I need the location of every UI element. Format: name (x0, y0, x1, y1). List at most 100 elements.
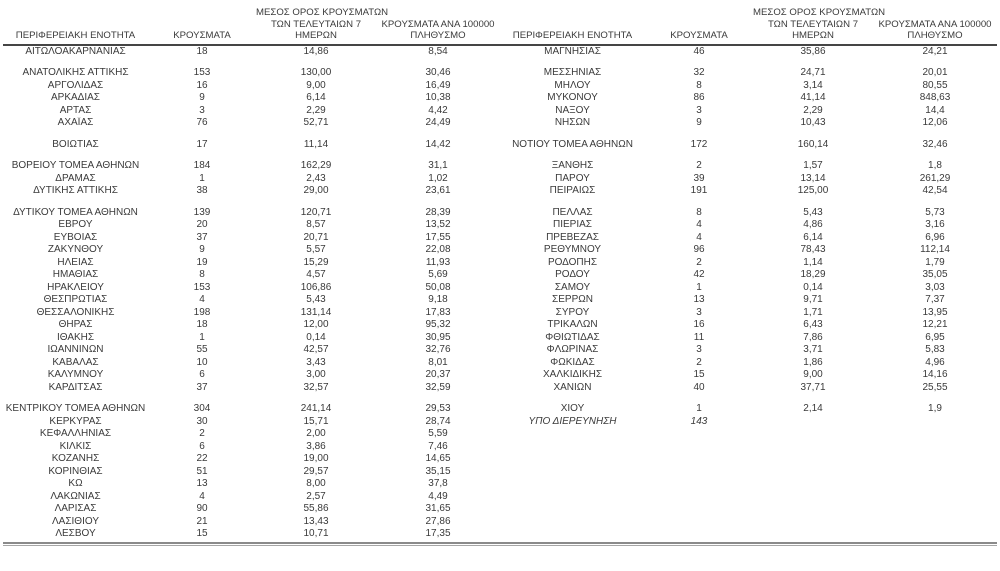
spacer-cell (3, 394, 500, 403)
per100k-cell: 80,55 (922, 79, 948, 91)
region-cell: ΚΕΡΚΥΡΑΣ (49, 415, 102, 427)
avg7-cell: 15,29 (303, 256, 329, 268)
avg7-cell: 18,29 (800, 269, 826, 280)
avg7-cell: 37,71 (800, 381, 826, 393)
cases-cell: 191 (690, 185, 708, 196)
col-header-cases: ΚΡΟΥΣΜΑΤΑ (148, 7, 256, 46)
cases-cell: 9 (696, 117, 702, 128)
spacer-cell (3, 130, 500, 139)
region-cell: ΚΩ (68, 478, 83, 489)
avg7-cell: 6,14 (803, 231, 823, 243)
cases-cell: 13 (693, 294, 705, 305)
cases-cell: 1 (199, 331, 205, 343)
spacer-cell (500, 394, 997, 403)
spacer-row (500, 130, 997, 139)
per100k-cell: 14,65 (425, 453, 451, 464)
cases-cell: 90 (196, 503, 208, 514)
table-row: ΝΑΞΟΥ 3 2,29 14,4 (500, 105, 997, 118)
report-sheet: ΠΕΡΙΦΕΡΕΙΑΚΗ ΕΝΟΤΗΤΑ ΚΡΟΥΣΜΑΤΑ ΜΕΣΟΣ ΟΡΟ… (3, 7, 997, 546)
avg7-cell: 10,43 (800, 117, 826, 128)
region-cell: ΠΙΕΡΙΑΣ (553, 219, 592, 230)
per100k-cell: 31,1 (428, 160, 448, 171)
avg7-cell: 15,71 (303, 415, 329, 427)
cases-cell: 17 (196, 138, 208, 150)
cases-cell: 39 (693, 172, 705, 184)
region-cell: ΠΕΙΡΑΙΩΣ (549, 185, 596, 196)
col-header-per100k-line2: ΠΛΗΘΥΣΜΟ (907, 30, 963, 41)
avg7-cell: 2,00 (306, 428, 326, 439)
per100k-cell: 13,95 (922, 306, 948, 318)
cases-cell: 4 (696, 219, 702, 230)
avg7-cell: 52,71 (303, 117, 329, 128)
per100k-cell: 28,39 (425, 206, 451, 218)
table-row: ΚΕΝΤΡΙΚΟΥ ΤΟΜΕΑ ΑΘΗΝΩΝ 304 241,14 29,53 (3, 403, 500, 416)
region-cell: ΧΙΟΥ (560, 403, 585, 414)
table-body-left: ΑΙΤΩΛΟΑΚΑΡΝΑΝΙΑΣ 18 14,86 8,54 ΑΝΑΤΟΛΙΚΗΣ ΑΤ… (3, 45, 500, 541)
spacer-cell (3, 58, 500, 67)
per100k-cell: 3,03 (925, 281, 945, 293)
region-cell: ΕΒΡΟΥ (58, 219, 93, 230)
avg7-cell: 130,00 (300, 67, 332, 78)
table-row: ΔΥΤΙΚΗΣ ΑΤΤΙΚΗΣ 38 29,00 23,61 (3, 185, 500, 198)
header-row: ΠΕΡΙΦΕΡΕΙΑΚΗ ΕΝΟΤΗΤΑ ΚΡΟΥΣΜΑΤΑ ΜΕΣΟΣ ΟΡΟ… (3, 7, 500, 46)
avg7-cell: 3,43 (306, 356, 326, 368)
table-row: ΙΘΑΚΗΣ 1 0,14 30,95 (3, 332, 500, 345)
cases-cell: 139 (193, 206, 211, 218)
col-header-per100k: ΚΡΟΥΣΜΑΤΑ ΑΝΑ 100000 ΠΛΗΘΥΣΜΟ (873, 7, 997, 46)
avg7-cell: 1,86 (803, 356, 823, 368)
region-cell: ΛΑΡΙΣΑΣ (54, 503, 97, 514)
cases-cell: 2 (199, 428, 205, 439)
avg7-cell: 5,43 (306, 294, 326, 305)
header-row: ΠΕΡΙΦΕΡΕΙΑΚΗ ΕΝΟΤΗΤΑ ΚΡΟΥΣΜΑΤΑ ΜΕΣΟΣ ΟΡΟ… (500, 7, 997, 46)
per100k-cell: 20,37 (425, 369, 451, 380)
per100k-cell: 14,42 (425, 138, 451, 150)
spacer-row (3, 198, 500, 207)
table-row: ΝΟΤΙΟΥ ΤΟΜΕΑ ΑΘΗΝΩΝ 172 160,14 32,46 (500, 139, 997, 152)
per100k-cell: 13,52 (425, 219, 451, 230)
cases-cell: 96 (693, 244, 705, 255)
avg7-cell: 35,86 (800, 45, 826, 57)
region-cell: ΥΠΟ ΔΙΕΡΕΥΝΗΣΗ (528, 415, 617, 427)
cases-cell: 55 (196, 344, 208, 355)
region-cell: ΡΕΘΥΜΝΟΥ (543, 244, 602, 255)
per100k-cell: 4,42 (428, 104, 448, 116)
table-row: ΤΡΙΚΑΛΩΝ 16 6,43 12,21 (500, 319, 997, 332)
region-cell: ΚΟΖΑΝΗΣ (51, 453, 100, 464)
avg7-cell: 125,00 (797, 185, 829, 196)
avg7-cell: 5,43 (803, 206, 823, 218)
table-row: ΧΙΟΥ 1 2,14 1,9 (500, 403, 997, 416)
cases-cell: 37 (196, 231, 208, 243)
col-header-region-label: ΠΕΡΙΦΕΡΕΙΑΚΗ ΕΝΟΤΗΤΑ (15, 30, 136, 41)
avg7-cell: 3,71 (803, 344, 823, 355)
table-row: ΚΟΖΑΝΗΣ 22 19,00 14,65 (3, 453, 500, 466)
cases-cell: 3 (696, 306, 702, 318)
avg7-cell: 241,14 (300, 403, 332, 414)
per100k-cell: 37,8 (428, 478, 448, 489)
cases-cell: 198 (193, 306, 211, 318)
region-cell: ΔΡΑΜΑΣ (55, 172, 96, 184)
cases-cell: 10 (196, 356, 208, 368)
region-cell: ΔΥΤΙΚΟΥ ΤΟΜΕΑ ΑΘΗΝΩΝ (13, 206, 138, 218)
col-header-region-label: ΠΕΡΙΦΕΡΕΙΑΚΗ ΕΝΟΤΗΤΑ (512, 30, 633, 41)
cases-cell: 16 (693, 319, 705, 330)
region-cell: ΧΑΝΙΩΝ (553, 381, 592, 393)
region-cell: ΠΑΡΟΥ (555, 172, 590, 184)
avg7-cell: 41,14 (800, 92, 826, 103)
table-row: ΦΛΩΡΙΝΑΣ 3 3,71 5,83 (500, 344, 997, 357)
avg7-cell: 9,00 (803, 369, 823, 380)
table-row: ΠΕΛΛΑΣ 8 5,43 5,73 (500, 207, 997, 220)
per100k-cell: 32,59 (425, 381, 451, 393)
per100k-cell: 5,73 (925, 206, 945, 218)
region-cell: ΜΑΓΝΗΣΙΑΣ (544, 45, 601, 57)
table-row: ΙΩΑΝΝΙΝΩΝ 55 42,57 32,76 (3, 344, 500, 357)
avg7-cell: 10,71 (303, 528, 329, 539)
avg7-cell: 9,00 (306, 79, 326, 91)
table-row: ΚΑΒΑΛΑΣ 10 3,43 8,01 (3, 357, 500, 370)
region-cell: ΝΟΤΙΟΥ ΤΟΜΕΑ ΑΘΗΝΩΝ (512, 138, 633, 150)
per100k-cell: 848,63 (919, 92, 951, 103)
per100k-cell: 23,61 (425, 185, 451, 196)
table-header-right: ΠΕΡΙΦΕΡΕΙΑΚΗ ΕΝΟΤΗΤΑ ΚΡΟΥΣΜΑΤΑ ΜΕΣΟΣ ΟΡΟ… (500, 7, 997, 46)
cases-cell: 8 (696, 79, 702, 91)
region-cell: ΙΘΑΚΗΣ (56, 331, 95, 343)
cases-cell: 1 (199, 172, 205, 184)
